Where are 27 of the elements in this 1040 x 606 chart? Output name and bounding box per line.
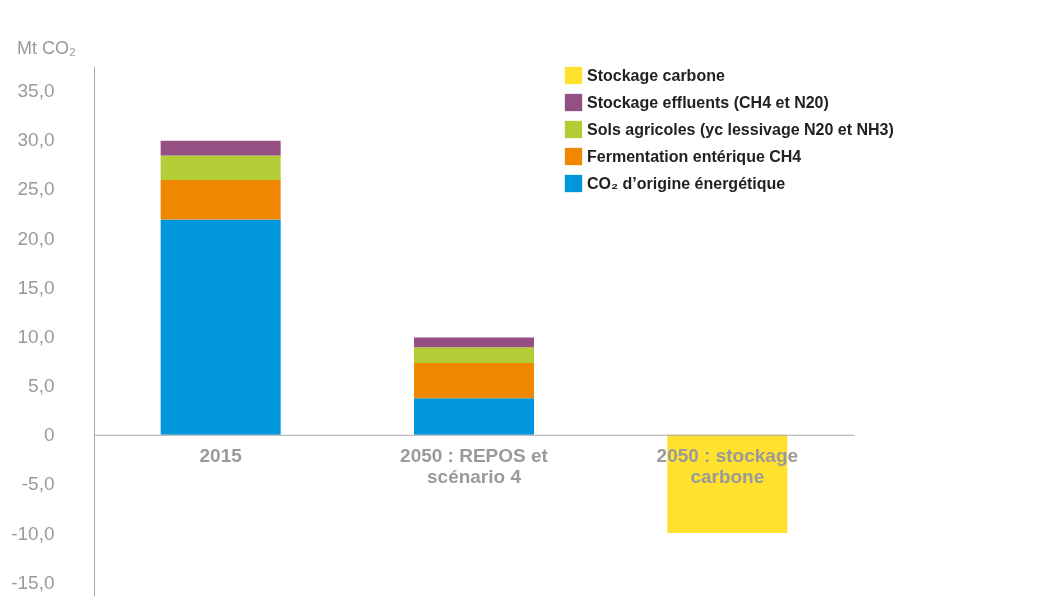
y-tick-label: 20,0 [17, 227, 55, 249]
y-tick-label: 35,0 [17, 80, 55, 102]
y-tick-label: 25,0 [17, 178, 55, 200]
bar [160, 180, 281, 220]
legend-label: Stockage effluents (CH4 et N20) [587, 93, 829, 111]
y-axis-title: Mt CO₂ [17, 38, 77, 58]
bar [414, 398, 534, 435]
y-tick-label: -10,0 [11, 522, 55, 544]
bar [160, 219, 281, 435]
bar [160, 155, 281, 181]
x-tick-label: 2015 [199, 445, 243, 467]
y-tick-label: -15,0 [11, 571, 55, 593]
legend-label: Fermentation entérique CH4 [587, 147, 802, 165]
y-tick-label: 10,0 [17, 325, 55, 347]
y-tick-label: -5,0 [21, 473, 55, 495]
bar [414, 337, 534, 348]
legend-label: Stockage carbone [587, 66, 725, 84]
y-tick-label: 30,0 [17, 129, 55, 151]
y-tick-label: 0 [43, 424, 55, 446]
x-tick-label: 2050 : REPOS et scénario 4 [400, 445, 549, 488]
bar [160, 140, 281, 156]
bar [414, 347, 534, 363]
legend-label: CO₂ d’origine énergétique [587, 174, 786, 192]
y-tick-label: 5,0 [28, 375, 55, 397]
bar [414, 362, 534, 399]
legend-label: Sols agricoles (yc lessivage N20 et NH3) [587, 120, 894, 138]
y-tick-label: 15,0 [17, 276, 55, 298]
